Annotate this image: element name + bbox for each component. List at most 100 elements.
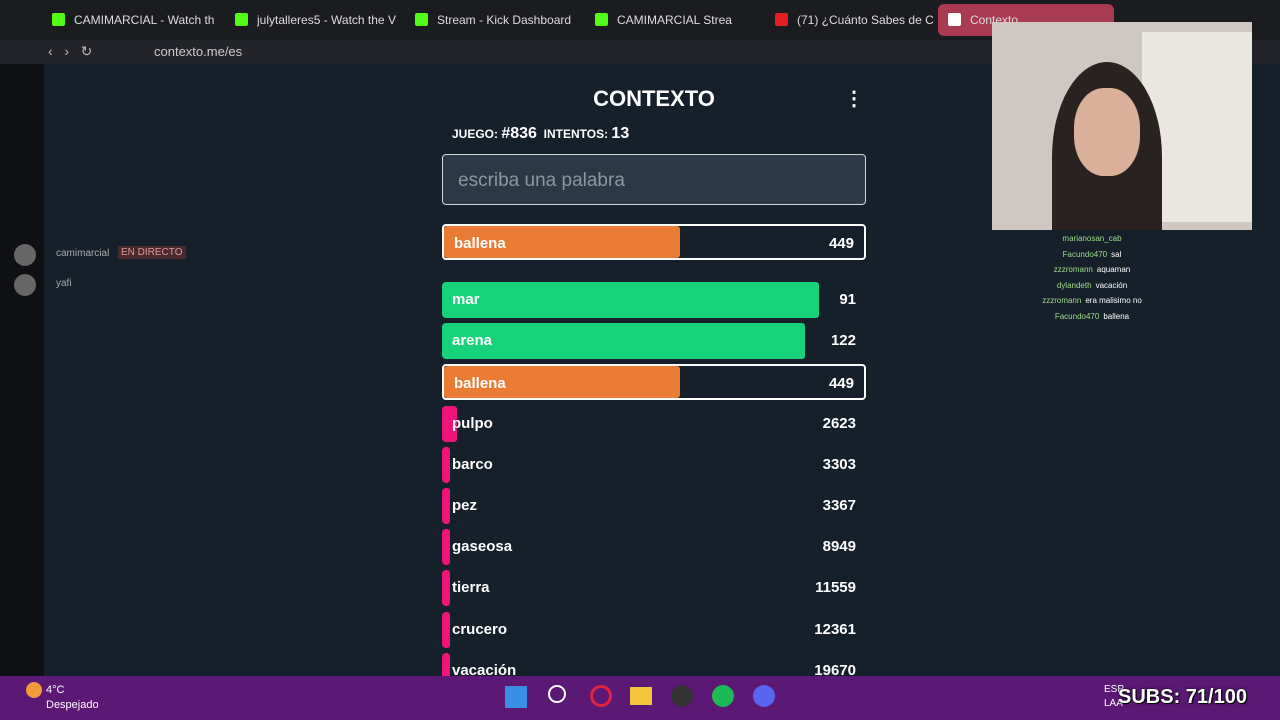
tab-bar: CAMIMARCIAL - Watch th julytalleres5 - Wa… bbox=[0, 0, 1280, 40]
tab[interactable]: CAMIMARCIAL - Watch th bbox=[42, 4, 218, 36]
app-opera[interactable] bbox=[590, 685, 612, 707]
guess-rank: 3303 bbox=[822, 455, 856, 473]
guess-word: arena bbox=[452, 332, 493, 350]
tab-icon bbox=[775, 13, 788, 26]
chat-line: Facundo470 sal bbox=[992, 250, 1192, 259]
tab-icon bbox=[948, 13, 961, 26]
app-obs[interactable] bbox=[671, 685, 693, 707]
guess-rank: 19670 bbox=[814, 661, 856, 676]
chat-line: Facundo470 ballena bbox=[992, 312, 1192, 321]
guess-row: arena 122 bbox=[442, 323, 866, 360]
chat-user: zzzromann bbox=[1042, 296, 1082, 306]
app-discord[interactable] bbox=[753, 685, 775, 707]
guess-row: pulpo 2623 bbox=[442, 405, 866, 442]
search[interactable] bbox=[548, 685, 566, 703]
tab-icon bbox=[235, 13, 248, 26]
tab-icon bbox=[52, 13, 65, 26]
chat-message: vacación bbox=[1095, 280, 1128, 290]
lang-1: ESP bbox=[1104, 684, 1125, 695]
app-spotify[interactable] bbox=[712, 685, 734, 707]
guess-row: pez 3367 bbox=[442, 488, 866, 524]
chat-message: ballena bbox=[1103, 312, 1130, 321]
weather: Despejado bbox=[46, 699, 99, 711]
game-title: CONTEXTO bbox=[593, 86, 715, 111]
guess-rank: 12361 bbox=[814, 620, 856, 638]
guess-row: crucero 12361 bbox=[442, 611, 866, 648]
chat-user: dylandeth bbox=[1056, 280, 1092, 290]
attempts-label: INTENTOS: bbox=[543, 127, 609, 141]
guess-row: vacación 19670 bbox=[442, 652, 866, 676]
attempts: 13 bbox=[611, 125, 630, 142]
channel-status: EN DIRECTO bbox=[118, 246, 186, 259]
webcam bbox=[992, 22, 1252, 230]
guess-rank: 8949 bbox=[822, 538, 856, 556]
chat-line: dylandeth vacación bbox=[992, 281, 1192, 290]
webcam-face bbox=[1074, 88, 1140, 176]
word-input[interactable]: escriba una palabra bbox=[442, 154, 866, 205]
guess-rank: 3367 bbox=[822, 497, 856, 514]
guess-bar bbox=[444, 366, 681, 399]
chat-message: era malisimo no bbox=[1085, 296, 1142, 306]
menu[interactable]: ⋮ bbox=[844, 88, 864, 110]
guess-word: tierra bbox=[452, 579, 490, 597]
guess-bar bbox=[442, 405, 457, 442]
app-files[interactable] bbox=[630, 687, 652, 705]
chat-line: zzzromann aquaman bbox=[992, 265, 1192, 274]
guess-row: ballena 449 bbox=[442, 224, 866, 260]
subs-overlay: SUBS: 71/100 bbox=[1118, 686, 1247, 708]
guess-row: ballena 449 bbox=[442, 364, 866, 401]
guess-bar bbox=[442, 488, 451, 524]
guess-word: crucero bbox=[452, 620, 508, 638]
tab-title: (71) ¿Cuánto Sabes de C bbox=[797, 13, 934, 27]
guess-word: ballena bbox=[454, 235, 506, 252]
guess-bar bbox=[442, 323, 805, 360]
chat-user: Facundo470 bbox=[1062, 249, 1108, 259]
channel-name[interactable]: yafi bbox=[56, 278, 72, 289]
guess-bar bbox=[442, 282, 820, 318]
guess-bar bbox=[442, 529, 451, 566]
start[interactable] bbox=[505, 686, 527, 708]
stream-list: camimarcial EN DIRECTO yafi bbox=[14, 64, 244, 676]
tab[interactable]: julytalleres5 - Watch the V bbox=[225, 4, 401, 36]
guess-row: mar 91 bbox=[442, 282, 866, 318]
channel-avatar bbox=[14, 244, 36, 266]
game: CONTEXTO ⋮ JUEGO: #836 INTENTOS: 13 escr… bbox=[442, 64, 866, 676]
guess-bar bbox=[444, 226, 681, 258]
tab[interactable]: Stream - Kick Dashboard bbox=[405, 4, 581, 36]
guess-list: ballena 449 mar 91 arena 122 ballena 449 pulpo 26… bbox=[442, 224, 866, 676]
guess-word: gaseosa bbox=[452, 538, 513, 556]
tab-icon bbox=[415, 13, 428, 26]
guess-rank: 122 bbox=[830, 332, 856, 350]
guess-rank: 11559 bbox=[815, 579, 856, 597]
guess-word: mar bbox=[452, 291, 480, 308]
taskbar: 4°C Despejado ESP LAA bbox=[0, 676, 1280, 720]
guess-bar bbox=[442, 611, 451, 648]
guess-rank: 449 bbox=[828, 235, 854, 252]
chat-line: marianosan_cab bbox=[992, 234, 1192, 243]
url[interactable]: contexto.me/es bbox=[154, 44, 243, 59]
guess-rank: 2623 bbox=[822, 414, 856, 432]
guess-word: pulpo bbox=[452, 414, 493, 432]
chat-user: Facundo470 bbox=[1054, 312, 1100, 321]
guess-row: barco 3303 bbox=[442, 446, 866, 483]
chat: marianosan_cab Facundo470 sal zzzromann aqua… bbox=[992, 234, 1252, 334]
guess-word: barco bbox=[452, 455, 493, 473]
tab-title: CAMIMARCIAL Strea bbox=[617, 13, 732, 27]
sidebar bbox=[0, 64, 44, 676]
lang-2: LAA bbox=[1104, 698, 1123, 709]
chat-user: marianosan_cab bbox=[1062, 234, 1122, 243]
guess-bar bbox=[442, 570, 451, 607]
guess-rank: 91 bbox=[839, 291, 856, 308]
guess-bar bbox=[442, 446, 451, 483]
tab[interactable]: CAMIMARCIAL Strea bbox=[585, 4, 761, 36]
nav-buttons[interactable]: ‹ › ↻ bbox=[48, 43, 93, 59]
guess-row: tierra 11559 bbox=[442, 570, 866, 607]
tab[interactable]: (71) ¿Cuánto Sabes de C bbox=[765, 4, 941, 36]
tab-title: Stream - Kick Dashboard bbox=[437, 13, 572, 27]
game-info: JUEGO: #836 INTENTOS: 13 bbox=[452, 125, 629, 143]
chat-message: aquaman bbox=[1096, 265, 1131, 275]
channel-name[interactable]: camimarcial bbox=[56, 248, 110, 259]
weather-icon bbox=[26, 682, 42, 698]
guess-bar bbox=[442, 652, 451, 676]
